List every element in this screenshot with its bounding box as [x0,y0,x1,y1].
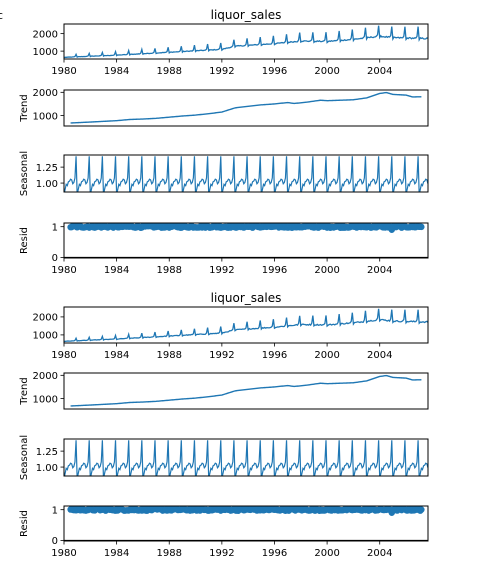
axes-frame [63,306,429,344]
xtick-label: 1980 [51,265,76,276]
series-line-seasonal [64,156,428,192]
panel-1: 1000 2000 1980 1984 1988 1992 1996 2000 2004 liqu… [33,8,429,77]
panel-7: 1.00 1.25 Seasonal [19,435,429,480]
axes-frame [63,89,429,127]
plot-area [64,25,428,59]
ytick-label: 2000 [33,88,58,99]
xtick-label: 2004 [367,66,392,77]
series-line-trend [70,374,422,407]
axes-frame [63,23,429,60]
panel-8: 0 1 1980 1984 1988 1992 1996 2000 2004 Resid [19,505,429,559]
xtick-label: 1980 [51,350,76,361]
ylabel: Trend [19,377,30,405]
xtick-label: 2000 [314,548,339,559]
xtick-label: 1984 [104,548,129,559]
ytick-label: 1000 [33,394,58,405]
plot-area [64,156,428,192]
plot-area [64,440,428,476]
axes-frame [63,438,429,477]
ylabel: Seasonal [19,435,30,480]
xtick-label: 2004 [367,548,392,559]
panel-5: 1000 2000 1980 1984 1988 1992 1996 2000 2004 liqu… [33,291,429,361]
xtick-label: 1988 [157,548,182,559]
xtick-label: 1988 [157,265,182,276]
ytick-label: 1.00 [36,179,58,190]
ytick-label: 1 [52,505,58,516]
xtick-label: 1992 [209,350,234,361]
ytick-label: 2000 [33,313,58,324]
ytick-label: 1000 [33,111,58,122]
resid-point [418,223,425,231]
axes-frame [63,222,429,259]
xtick-label: 1996 [262,265,287,276]
axes-frame [63,154,429,193]
xtick-label: 1996 [262,350,287,361]
ytick-label: 1.00 [36,463,58,474]
plot-area [64,506,428,541]
panel-3: 1.00 1.25 Seasonal [19,151,429,196]
series-line-seasonal [64,440,428,476]
xtick-label: 1988 [157,66,182,77]
xtick-label: 1984 [104,66,129,77]
plot-area [70,91,422,124]
ylabel: Trend [19,94,30,122]
ytick-label: 1000 [33,331,58,342]
xtick-label: 2000 [314,265,339,276]
chart-title: liquor_sales [211,8,282,22]
ylabel: Resid [19,227,30,254]
xtick-label: 2000 [314,66,339,77]
xtick-label: 2000 [314,350,339,361]
xtick-label: 1996 [262,66,287,77]
stray-mark: c [0,9,3,22]
ylabel: Resid [19,510,30,537]
ytick-label: 2000 [33,371,58,382]
plot-area [64,308,428,343]
ylabel: Seasonal [19,151,30,196]
ytick-label: 0 [52,536,58,547]
axes-frame [63,372,429,410]
xtick-label: 1992 [209,548,234,559]
series-line-trend [70,91,422,124]
xtick-label: 1992 [209,265,234,276]
ytick-label: 1.25 [36,163,58,174]
series-line-observed [64,25,428,59]
axes-frame [63,505,429,542]
ytick-label: 1.25 [36,447,58,458]
xtick-label: 1992 [209,66,234,77]
xtick-label: 1996 [262,548,287,559]
plot-area [64,223,428,258]
xtick-label: 1984 [104,350,129,361]
ytick-label: 0 [52,253,58,264]
chart-title: liquor_sales [211,291,282,305]
xtick-label: 1980 [51,548,76,559]
ytick-label: 1 [52,222,58,233]
series-line-observed [64,308,428,343]
xtick-label: 1984 [104,265,129,276]
ytick-label: 1000 [33,47,58,58]
xtick-label: 2004 [367,350,392,361]
panel-4: 0 1 1980 1984 1988 1992 1996 2000 2004 Resid [19,222,429,276]
resid-point [418,506,425,513]
xtick-label: 1980 [51,66,76,77]
ytick-label: 2000 [33,29,58,40]
plot-area [70,374,422,407]
xtick-label: 1988 [157,350,182,361]
xtick-label: 2004 [367,265,392,276]
